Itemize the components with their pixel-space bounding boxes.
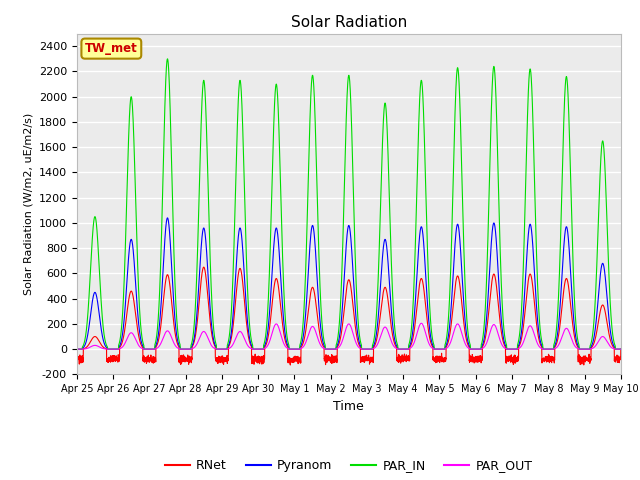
PAR_OUT [417,321,425,326]
PAR_OUT [617,346,625,352]
RNet [441,356,449,361]
Pyranom [164,215,172,221]
Title: Solar Radiation: Solar Radiation [291,15,407,30]
Pyranom [617,346,625,352]
RNet [502,354,509,360]
Pyranom [502,343,509,348]
Pyranom [171,313,179,319]
Line: Pyranom: Pyranom [77,218,621,349]
RNet [287,362,294,368]
PAR_IN [441,346,449,352]
RNet [200,264,207,270]
PAR_IN [73,346,81,352]
Pyranom [329,346,337,352]
PAR_IN [471,346,479,352]
PAR_OUT [502,346,509,351]
Y-axis label: Solar Radiation (W/m2, uE/m2/s): Solar Radiation (W/m2, uE/m2/s) [23,113,33,295]
Text: TW_met: TW_met [85,42,138,55]
Line: PAR_IN: PAR_IN [77,59,621,349]
PAR_IN [329,346,337,352]
PAR_OUT [471,346,479,352]
PAR_IN [502,338,509,344]
RNet [471,357,479,362]
X-axis label: Time: Time [333,400,364,413]
RNet [329,359,337,364]
PAR_IN [171,273,179,278]
Pyranom [471,346,479,352]
Pyranom [73,346,81,352]
PAR_IN [617,346,625,352]
RNet [617,346,625,352]
Pyranom [616,346,624,352]
PAR_OUT [171,341,179,347]
Line: RNet: RNet [77,267,621,365]
PAR_OUT [616,346,624,352]
Legend: RNet, Pyranom, PAR_IN, PAR_OUT: RNet, Pyranom, PAR_IN, PAR_OUT [160,454,538,477]
RNet [73,353,81,359]
PAR_IN [164,56,172,62]
Pyranom [441,346,449,352]
PAR_OUT [441,346,449,352]
PAR_OUT [73,346,81,352]
RNet [171,326,179,332]
Line: PAR_OUT: PAR_OUT [77,324,621,349]
RNet [616,356,624,362]
PAR_IN [616,346,624,352]
PAR_OUT [328,346,336,352]
